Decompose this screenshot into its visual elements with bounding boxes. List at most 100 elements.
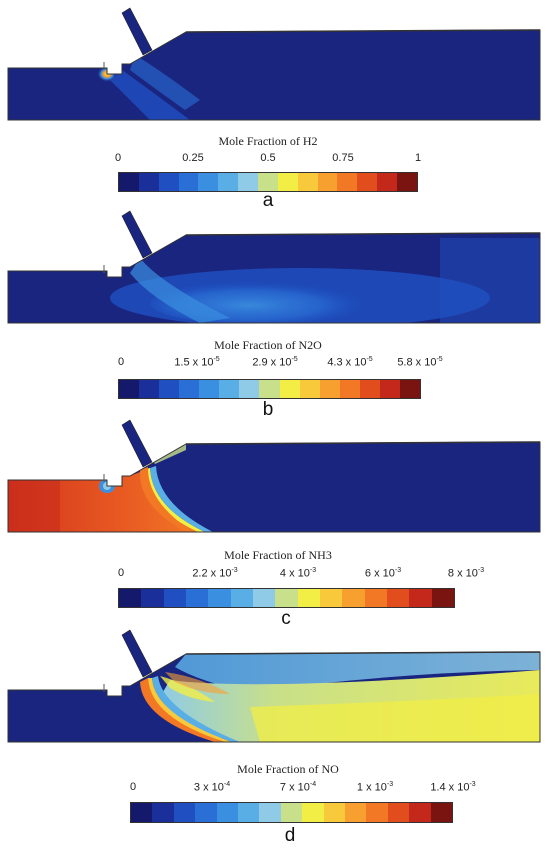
- colorbar-segment: [319, 380, 340, 398]
- colorbar-segment: [387, 803, 410, 822]
- colorbar-segment: [158, 173, 179, 191]
- colorbar: [118, 172, 418, 192]
- colorbar-title: Mole Fraction of NH3: [224, 548, 332, 562]
- colorbar-tick: 8 x 10-3: [447, 567, 485, 580]
- nh3-contour-plot: [7, 419, 541, 533]
- colorbar-segment: [119, 589, 142, 607]
- colorbar-segment: [252, 589, 276, 607]
- colorbar-segment: [345, 803, 367, 822]
- colorbar-segment: [319, 589, 343, 607]
- colorbar-segment: [119, 380, 140, 398]
- colorbar-segment: [179, 380, 200, 398]
- colorbar-segment: [297, 173, 318, 191]
- colorbar-segment: [342, 589, 365, 607]
- colorbar-segment: [139, 380, 160, 398]
- colorbar-segment: [259, 803, 281, 822]
- tick-exponent: -3: [231, 567, 238, 574]
- colorbar-tick: 5.8 x 10-5: [397, 356, 443, 369]
- colorbar-tick: 1: [414, 152, 422, 164]
- colorbar-tick: 0.25: [182, 152, 204, 164]
- colorbar-tick: 7 x 10-4: [279, 781, 317, 794]
- colorbar-segment: [364, 589, 387, 607]
- colorbar-segment: [379, 380, 400, 398]
- colorbar-tick: 2.2 x 10-3: [192, 567, 238, 580]
- panel-label: c: [281, 608, 291, 629]
- colorbar: [118, 588, 455, 608]
- h2-contour-plot: [7, 7, 541, 121]
- colorbar-segment: [297, 589, 320, 607]
- colorbar-segment: [152, 803, 174, 822]
- colorbar-tick: 1 x 10-3: [356, 781, 394, 794]
- colorbar-segment: [366, 803, 388, 822]
- colorbar-segment: [239, 380, 260, 398]
- colorbar-title: Mole Fraction of NO: [237, 762, 339, 776]
- tick-exponent: -5: [291, 356, 298, 363]
- colorbar-segment: [299, 380, 320, 398]
- colorbar-segment: [198, 173, 219, 191]
- colorbar-tick: 0: [117, 567, 125, 579]
- tick-exponent: -4: [223, 781, 231, 788]
- colorbar-segment: [195, 803, 217, 822]
- colorbar-tick: 6 x 10-3: [364, 567, 402, 580]
- colorbar-segment: [238, 803, 260, 822]
- colorbar-tick: 0: [117, 356, 125, 368]
- colorbar-tick: 1.4 x 10-3: [430, 781, 476, 794]
- tick-exponent: -3: [309, 567, 317, 574]
- tick-exponent: -3: [394, 567, 402, 574]
- colorbar-segment: [409, 803, 431, 822]
- colorbar-segment: [238, 173, 259, 191]
- colorbar-segment: [397, 173, 417, 191]
- colorbar-tick: 2.9 x 10-5: [252, 356, 298, 369]
- colorbar-segment: [230, 589, 253, 607]
- n2o-contour-plot: [7, 210, 541, 324]
- colorbar-segment: [317, 173, 338, 191]
- panel-a: Mole Fraction of H2 0 0.25 0.5 0.75 1 a: [0, 0, 550, 215]
- colorbar-segment: [185, 589, 209, 607]
- colorbar-tick: 0.75: [332, 152, 354, 164]
- colorbar-segment: [163, 589, 186, 607]
- colorbar-segment: [219, 380, 240, 398]
- colorbar-segment: [131, 803, 153, 822]
- tick-exponent: -5: [436, 356, 443, 363]
- colorbar-segment: [337, 173, 358, 191]
- colorbar-segment: [218, 173, 239, 191]
- tick-exponent: -3: [386, 781, 394, 788]
- colorbar: [130, 802, 453, 823]
- colorbar-segment: [275, 589, 298, 607]
- colorbar-segment: [359, 380, 380, 398]
- colorbar-segment: [323, 803, 346, 822]
- colorbar-title: Mole Fraction of H2: [218, 134, 318, 148]
- panel-c: Mole Fraction of NH3 0 2.2 x 10-3 4 x 10…: [0, 412, 550, 629]
- colorbar-segment: [339, 380, 360, 398]
- colorbar-tick: 3 x 10-4: [193, 781, 231, 794]
- tick-exponent: -4: [309, 781, 317, 788]
- colorbar-segment: [258, 173, 278, 191]
- colorbar-segment: [431, 589, 454, 607]
- colorbar-segment: [259, 380, 280, 398]
- colorbar-segment: [386, 589, 410, 607]
- colorbar-segment: [377, 173, 398, 191]
- colorbar-segment: [216, 803, 239, 822]
- colorbar-segment: [199, 380, 220, 398]
- panel-d: Mole Fraction of NO 0 3 x 10-4 7 x 10-4 …: [0, 622, 550, 855]
- tick-exponent: -3: [477, 567, 485, 574]
- colorbar-tick: 1.5 x 10-5: [174, 356, 220, 369]
- panel-label: b: [262, 399, 274, 420]
- colorbar-segment: [178, 173, 199, 191]
- colorbar-tick: 0: [129, 781, 137, 793]
- colorbar-segment: [138, 173, 159, 191]
- colorbar-segment: [277, 173, 298, 191]
- panel-b: Mole Fraction of N2O 0 1.5 x 10-5 2.9 x …: [0, 203, 550, 420]
- tick-exponent: -5: [366, 356, 373, 363]
- colorbar-segment: [357, 173, 378, 191]
- colorbar-tick: 0.5: [260, 152, 276, 164]
- colorbar-segment: [430, 803, 453, 822]
- colorbar-tick: 4 x 10-3: [279, 567, 317, 580]
- no-contour-plot: [7, 629, 541, 743]
- colorbar-segment: [409, 589, 432, 607]
- colorbar-tick: 0: [114, 152, 122, 164]
- colorbar-segment: [159, 380, 180, 398]
- panel-label: a: [262, 190, 274, 211]
- colorbar-segment: [279, 380, 300, 398]
- colorbar-tick: 4.3 x 10-5: [327, 356, 373, 369]
